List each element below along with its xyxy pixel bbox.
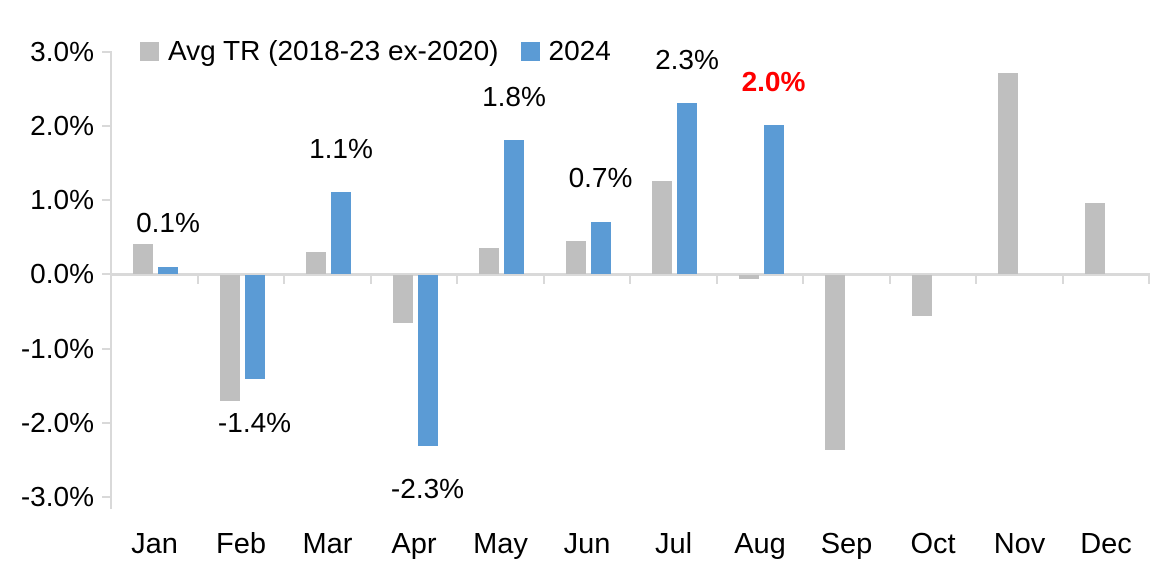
x-axis-tick xyxy=(369,276,372,284)
x-axis-label-may: May xyxy=(473,528,528,560)
y-axis-label: 3.0% xyxy=(30,35,94,67)
x-axis-label-jun: Jun xyxy=(563,528,611,560)
series-2024-swatch-icon xyxy=(520,41,540,61)
x-axis-label-jul: Jul xyxy=(654,528,693,560)
y-axis-tick xyxy=(102,273,110,276)
bar-2024-feb xyxy=(244,275,265,380)
y-axis-tick xyxy=(102,199,110,202)
x-axis-label-oct: Oct xyxy=(910,528,956,560)
bar-avg-tr-mar xyxy=(306,251,326,274)
bar-2024-jan xyxy=(158,266,178,274)
x-axis-label-mar: Mar xyxy=(302,528,353,560)
x-axis-label-feb: Feb xyxy=(216,528,266,560)
x-axis-tick xyxy=(629,276,631,284)
x-axis-label-aug: Aug xyxy=(734,528,786,560)
x-axis-tick xyxy=(456,276,458,284)
legend-label-2024: 2024 xyxy=(548,35,611,66)
data-label-jul: 2.3% xyxy=(655,43,719,75)
x-axis-tick xyxy=(1061,276,1064,284)
x-axis-tick xyxy=(888,276,891,284)
y-axis-label: 0.0% xyxy=(30,258,94,290)
bar-avg-tr-dec xyxy=(1084,203,1105,274)
x-axis-tick xyxy=(283,276,285,284)
y-axis-label: 1.0% xyxy=(30,184,94,216)
x-axis-zero-line xyxy=(110,273,1150,276)
bar-avg-tr-aug xyxy=(738,275,759,279)
data-label-jun: 0.7% xyxy=(568,162,633,194)
y-axis-label: -1.0% xyxy=(20,332,94,364)
x-axis-label-nov: Nov xyxy=(993,528,1046,560)
bar-2024-mar xyxy=(331,192,351,274)
x-axis-tick xyxy=(802,276,804,284)
bar-2024-may xyxy=(504,140,524,274)
x-axis-label-jan: Jan xyxy=(131,528,178,560)
legend: Avg TR (2018-23 ex-2020) 2024 xyxy=(140,36,611,66)
data-label-apr: -2.3% xyxy=(390,473,465,505)
bar-2024-jul xyxy=(677,103,697,274)
data-label-aug: 2.0% xyxy=(741,65,806,97)
bar-2024-aug xyxy=(763,125,784,274)
y-axis-label: 2.0% xyxy=(30,109,94,141)
y-axis-tick xyxy=(102,422,110,425)
x-axis-tick xyxy=(715,276,718,284)
y-axis-tick xyxy=(102,50,110,53)
data-label-may: 1.8% xyxy=(482,80,546,112)
y-axis-tick xyxy=(102,124,110,127)
bar-avg-tr-may xyxy=(479,247,499,274)
avg-tr-swatch-icon xyxy=(140,41,159,61)
data-label-feb: -1.4% xyxy=(217,406,292,438)
y-axis-line xyxy=(110,51,112,509)
bar-avg-tr-jan xyxy=(133,244,153,274)
y-axis-label: -2.0% xyxy=(20,407,94,439)
bar-avg-tr-nov xyxy=(998,73,1018,274)
bar-avg-tr-jun xyxy=(565,240,586,274)
bar-avg-tr-oct xyxy=(911,275,932,316)
bar-avg-tr-sep xyxy=(825,275,845,450)
x-axis-label-sep: Sep xyxy=(820,528,873,560)
y-axis-tick xyxy=(102,347,110,350)
x-axis-tick xyxy=(542,276,545,284)
x-axis-label-apr: Apr xyxy=(391,528,437,560)
legend-label-avg-tr: Avg TR (2018-23 ex-2020) xyxy=(168,35,499,66)
bar-avg-tr-jul xyxy=(652,181,672,274)
bar-2024-apr xyxy=(417,275,438,446)
data-label-mar: 1.1% xyxy=(309,132,373,164)
bar-avg-tr-apr xyxy=(392,275,413,324)
bar-avg-tr-feb xyxy=(219,275,240,402)
y-axis-label: -3.0% xyxy=(20,481,94,513)
legend-item-avg-tr: Avg TR (2018-23 ex-2020) xyxy=(140,36,499,66)
y-axis-tick xyxy=(102,496,110,499)
x-axis-label-dec: Dec xyxy=(1080,528,1132,560)
legend-item-2024: 2024 xyxy=(520,35,611,66)
x-axis-tick xyxy=(1148,276,1150,284)
x-axis-tick xyxy=(196,276,199,284)
x-axis-tick xyxy=(975,276,977,284)
bar-2024-jun xyxy=(590,221,611,274)
data-label-jan: 0.1% xyxy=(136,207,200,239)
